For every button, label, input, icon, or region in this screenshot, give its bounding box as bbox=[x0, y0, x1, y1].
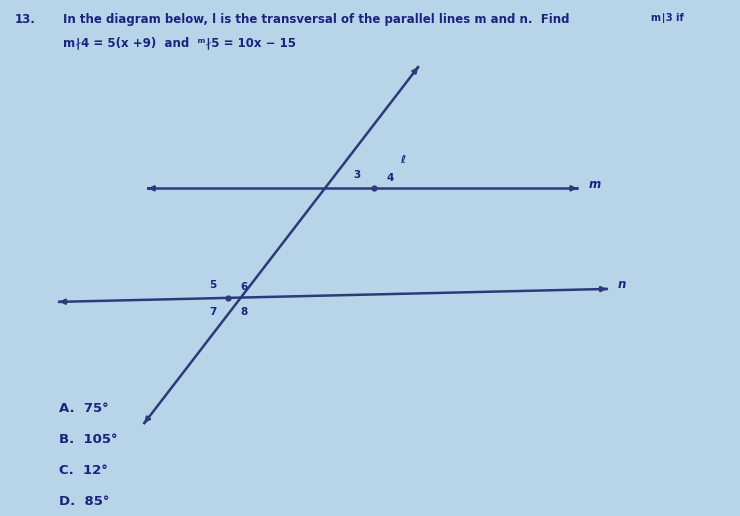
Text: 8: 8 bbox=[240, 307, 248, 317]
Text: 13.: 13. bbox=[15, 13, 36, 26]
Text: C.  12°: C. 12° bbox=[59, 464, 108, 477]
Text: A.  75°: A. 75° bbox=[59, 402, 109, 415]
Text: 3: 3 bbox=[354, 170, 361, 181]
Text: D.  85°: D. 85° bbox=[59, 495, 110, 508]
Text: 5: 5 bbox=[209, 280, 217, 290]
Text: In the diagram below, l is the transversal of the parallel lines m and n.  Find: In the diagram below, l is the transvers… bbox=[63, 13, 569, 26]
Text: 4: 4 bbox=[386, 173, 394, 183]
Text: 6: 6 bbox=[240, 282, 248, 293]
Text: n: n bbox=[618, 278, 626, 292]
Text: m∤4 = 5(x +9)  and  ᵐ∤5 = 10x − 15: m∤4 = 5(x +9) and ᵐ∤5 = 10x − 15 bbox=[63, 36, 296, 49]
Text: 7: 7 bbox=[209, 307, 217, 317]
Text: m: m bbox=[588, 178, 601, 191]
Text: m∣3 if: m∣3 if bbox=[651, 13, 684, 23]
Text: ℓ: ℓ bbox=[400, 155, 406, 165]
Text: B.  105°: B. 105° bbox=[59, 433, 118, 446]
